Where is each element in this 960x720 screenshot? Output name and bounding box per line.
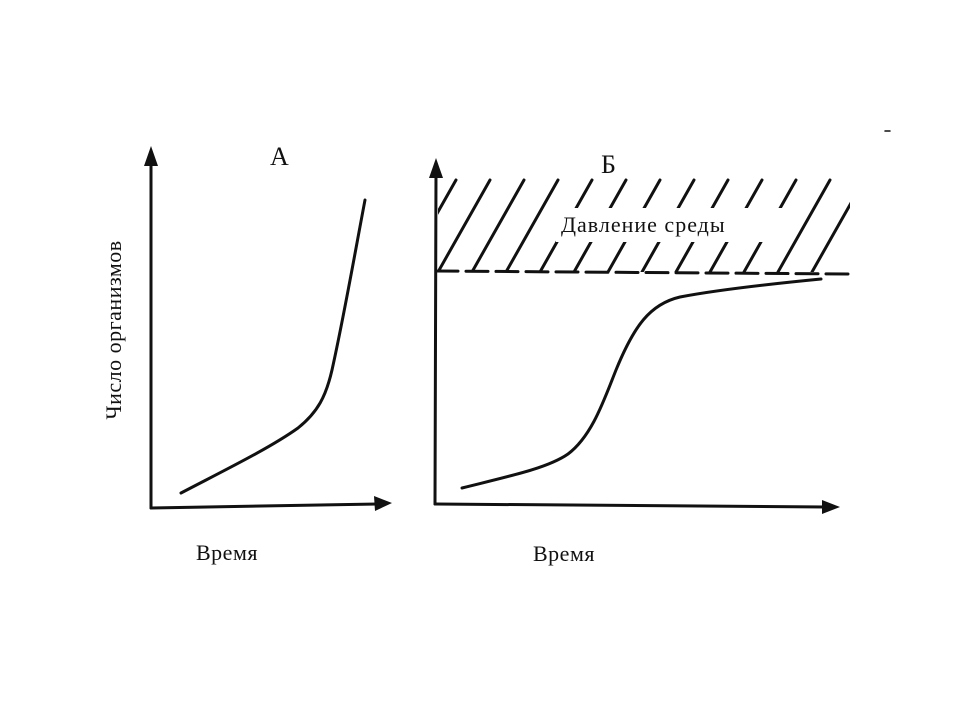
environment-pressure-label: Давление среды bbox=[561, 212, 726, 237]
carrying-capacity-line bbox=[434, 269, 851, 276]
panel-b-y-axis bbox=[433, 170, 438, 506]
panel-a-letter: А bbox=[270, 142, 289, 171]
panel-a: А Время bbox=[144, 142, 392, 565]
panel-b-x-arrow-icon bbox=[822, 500, 840, 514]
panel-b-y-arrow-icon bbox=[429, 158, 443, 178]
panel-a-x-axis bbox=[149, 502, 380, 510]
panel-b-logistic-curve bbox=[460, 277, 823, 490]
panel-b: Б Давление среды Время bbox=[429, 150, 851, 566]
zone-label-background bbox=[556, 208, 782, 242]
panel-b-x-axis bbox=[433, 502, 828, 509]
panel-a-y-arrow-icon bbox=[144, 146, 158, 166]
panel-a-x-label: Время bbox=[196, 540, 258, 565]
panel-a-x-arrow-icon bbox=[374, 496, 392, 511]
panel-a-exponential-curve bbox=[179, 198, 367, 495]
panel-b-x-label: Время bbox=[533, 541, 595, 566]
panel-b-letter: Б bbox=[601, 150, 616, 179]
y-axis-label: Число организмов bbox=[101, 240, 126, 419]
